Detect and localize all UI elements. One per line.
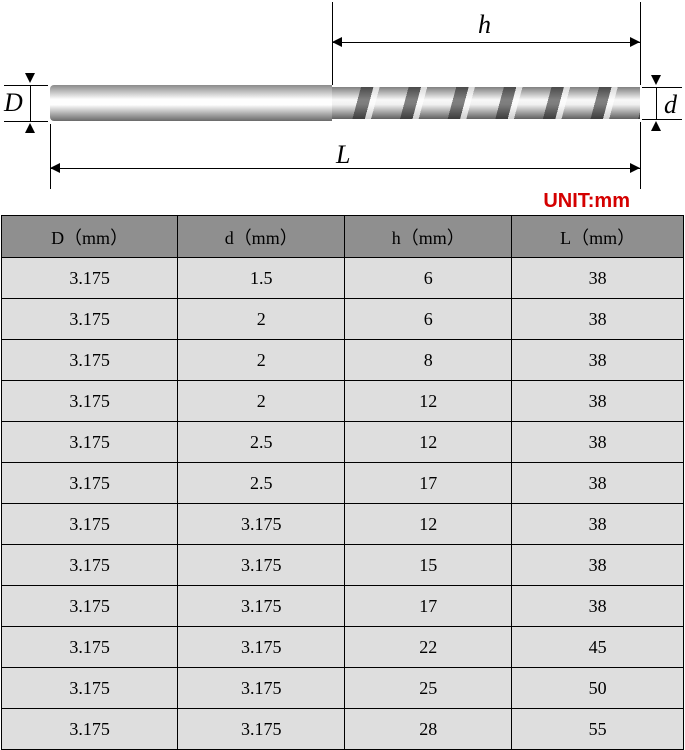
ext-line — [50, 124, 51, 189]
table-cell: 3.175 — [2, 668, 178, 709]
table-cell: 1.5 — [178, 258, 345, 299]
arrow-icon — [50, 163, 60, 173]
table-row: 3.1753.1752245 — [2, 627, 684, 668]
table-cell: 3.175 — [2, 545, 178, 586]
spec-table: D（mm） d（mm） h（mm） L（mm） 3.1751.56383.175… — [1, 215, 684, 750]
table-cell: 38 — [512, 258, 684, 299]
label-D: D — [4, 88, 23, 118]
table-cell: 38 — [512, 422, 684, 463]
dim-line-h — [332, 42, 640, 43]
table-cell: 55 — [512, 709, 684, 750]
arrow-icon — [25, 123, 35, 133]
table-cell: 8 — [345, 340, 512, 381]
table-cell: 38 — [512, 299, 684, 340]
table-cell: 3.175 — [2, 627, 178, 668]
ext-line — [640, 122, 641, 189]
table-cell: 3.175 — [2, 340, 178, 381]
endmill-diagram: h L D d UNIT:mm — [0, 0, 685, 215]
ext-line — [4, 121, 48, 122]
table-cell: 2 — [178, 340, 345, 381]
table-cell: 12 — [345, 504, 512, 545]
table-cell: 2 — [178, 299, 345, 340]
table-row: 3.1753.1751238 — [2, 504, 684, 545]
table-row: 3.1753.1752855 — [2, 709, 684, 750]
ext-line — [4, 85, 48, 86]
table-cell: 15 — [345, 545, 512, 586]
table-cell: 3.175 — [2, 422, 178, 463]
col-header-h: h（mm） — [345, 216, 512, 258]
unit-label: UNIT:mm — [543, 190, 630, 213]
arrow-icon — [651, 75, 661, 85]
table-cell: 12 — [345, 422, 512, 463]
table-cell: 28 — [345, 709, 512, 750]
table-cell: 3.175 — [178, 545, 345, 586]
table-cell: 17 — [345, 586, 512, 627]
table-row: 3.1753.1751738 — [2, 586, 684, 627]
endmill-flute — [332, 87, 640, 119]
table-cell: 45 — [512, 627, 684, 668]
table-cell: 3.175 — [2, 504, 178, 545]
table-cell: 3.175 — [178, 504, 345, 545]
table-cell: 38 — [512, 381, 684, 422]
table-cell: 2.5 — [178, 422, 345, 463]
table-header-row: D（mm） d（mm） h（mm） L（mm） — [2, 216, 684, 258]
table-cell: 3.175 — [178, 709, 345, 750]
table-cell: 22 — [345, 627, 512, 668]
table-cell: 38 — [512, 340, 684, 381]
table-cell: 3.175 — [178, 627, 345, 668]
ext-line — [640, 2, 641, 85]
arrow-icon — [332, 37, 342, 47]
table-cell: 3.175 — [2, 586, 178, 627]
arrow-icon — [651, 121, 661, 131]
table-row: 3.1753.1752550 — [2, 668, 684, 709]
table-cell: 25 — [345, 668, 512, 709]
table-row: 3.1752838 — [2, 340, 684, 381]
label-d: d — [664, 90, 677, 120]
table-cell: 6 — [345, 258, 512, 299]
table-row: 3.1751.5638 — [2, 258, 684, 299]
arrow-icon — [630, 163, 640, 173]
table-cell: 50 — [512, 668, 684, 709]
table-row: 3.1752.51738 — [2, 463, 684, 504]
table-cell: 38 — [512, 504, 684, 545]
endmill-shank — [50, 85, 332, 121]
dim-line-D — [30, 85, 31, 121]
table-cell: 3.175 — [2, 709, 178, 750]
col-header-d: d（mm） — [178, 216, 345, 258]
table-cell: 38 — [512, 545, 684, 586]
ext-line — [642, 87, 682, 88]
table-cell: 38 — [512, 586, 684, 627]
col-header-D: D（mm） — [2, 216, 178, 258]
label-L: L — [336, 140, 350, 170]
table-cell: 3.175 — [178, 668, 345, 709]
table-cell: 6 — [345, 299, 512, 340]
table-cell: 2.5 — [178, 463, 345, 504]
table-cell: 3.175 — [2, 381, 178, 422]
table-row: 3.1752638 — [2, 299, 684, 340]
col-header-L: L（mm） — [512, 216, 684, 258]
table-row: 3.1753.1751538 — [2, 545, 684, 586]
table-cell: 12 — [345, 381, 512, 422]
table-cell: 38 — [512, 463, 684, 504]
table-row: 3.17521238 — [2, 381, 684, 422]
dim-line-d — [656, 87, 657, 119]
arrow-icon — [630, 37, 640, 47]
table-cell: 3.175 — [2, 463, 178, 504]
table-cell: 2 — [178, 381, 345, 422]
table-cell: 17 — [345, 463, 512, 504]
arrow-icon — [25, 73, 35, 83]
flute-spiral — [332, 87, 640, 119]
table-row: 3.1752.51238 — [2, 422, 684, 463]
table-cell: 3.175 — [2, 299, 178, 340]
table-cell: 3.175 — [2, 258, 178, 299]
label-h: h — [478, 10, 491, 40]
table-cell: 3.175 — [178, 586, 345, 627]
